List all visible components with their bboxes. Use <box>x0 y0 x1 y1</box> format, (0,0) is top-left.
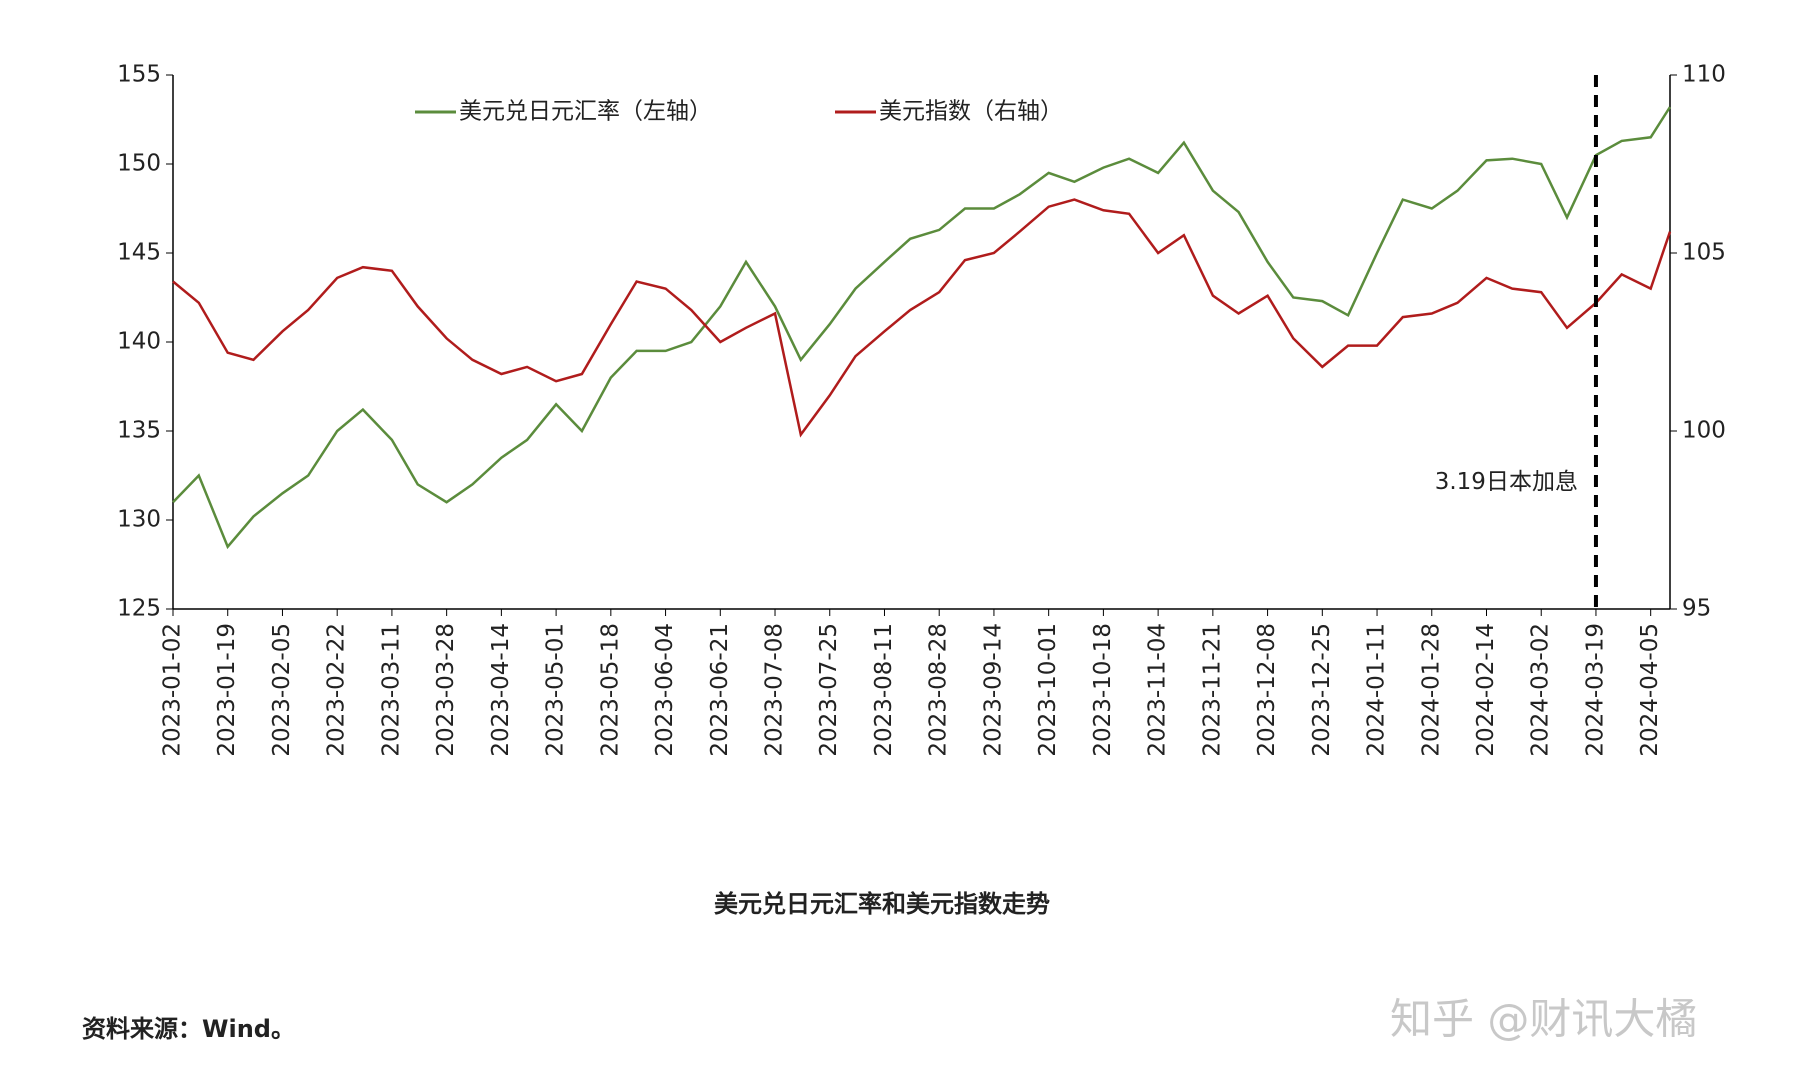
y-tick-label: 155 <box>117 62 161 88</box>
y2-tick-label: 110 <box>1682 62 1726 88</box>
x-tick-label: 2024-03-19 <box>1582 623 1608 757</box>
series-line <box>172 198 1672 438</box>
x-tick-label: 2024-04-05 <box>1637 623 1663 757</box>
y-tick-label: 125 <box>117 596 161 622</box>
y-tick-label: 140 <box>117 329 161 355</box>
x-tick-label: 2023-05-18 <box>597 623 623 757</box>
y-tick-label: 130 <box>117 507 161 533</box>
x-tick-label: 2023-09-14 <box>980 623 1006 757</box>
x-tick-label: 2023-11-21 <box>1199 623 1225 757</box>
x-tick-label: 2023-10-01 <box>1035 623 1061 757</box>
x-tick-label: 2023-08-28 <box>926 623 952 757</box>
y-tick-label: 145 <box>117 240 161 266</box>
x-tick-label: 2023-08-11 <box>871 623 897 757</box>
y2-tick-label: 95 <box>1682 596 1711 622</box>
x-tick-label: 2023-12-08 <box>1254 623 1280 757</box>
legend-label: 美元兑日元汇率（左轴） <box>459 99 712 125</box>
x-tick-label: 2023-10-18 <box>1090 623 1116 757</box>
x-tick-label: 2024-02-14 <box>1473 623 1499 757</box>
x-tick-label: 2023-05-01 <box>543 623 569 757</box>
chart-title: 美元兑日元汇率和美元指数走势 <box>714 890 1050 918</box>
x-tick-label: 2024-01-28 <box>1418 623 1444 757</box>
x-tick-label: 2023-01-02 <box>160 623 186 757</box>
watermark: 知乎 @财讯大橘 <box>1390 995 1697 1044</box>
x-tick-label: 2024-01-11 <box>1364 623 1390 757</box>
x-tick-label: 2023-04-14 <box>488 623 514 757</box>
x-tick-label: 2023-11-04 <box>1145 623 1171 757</box>
x-tick-label: 2023-07-25 <box>816 623 842 757</box>
x-tick-label: 2023-06-04 <box>652 623 678 757</box>
y-tick-label: 150 <box>117 151 161 177</box>
x-tick-label: 2024-03-02 <box>1528 623 1554 757</box>
x-tick-label: 2023-12-25 <box>1309 623 1335 757</box>
legend-label: 美元指数（右轴） <box>879 99 1063 125</box>
y-tick-label: 135 <box>117 418 161 444</box>
annotation-text: 3.19日本加息 <box>1435 469 1578 495</box>
y2-tick-label: 100 <box>1682 418 1726 444</box>
x-tick-label: 2023-03-28 <box>433 623 459 757</box>
x-tick-label: 2023-02-05 <box>269 623 295 757</box>
x-tick-label: 2023-06-21 <box>707 623 733 757</box>
series-line <box>172 106 1672 550</box>
x-tick-label: 2023-01-19 <box>214 623 240 757</box>
x-tick-label: 2023-02-22 <box>324 623 350 757</box>
x-tick-label: 2023-07-08 <box>762 623 788 757</box>
x-tick-label: 2023-03-11 <box>378 623 404 757</box>
y2-tick-label: 105 <box>1682 240 1726 266</box>
source: 资料来源：Wind。 <box>82 1015 295 1043</box>
